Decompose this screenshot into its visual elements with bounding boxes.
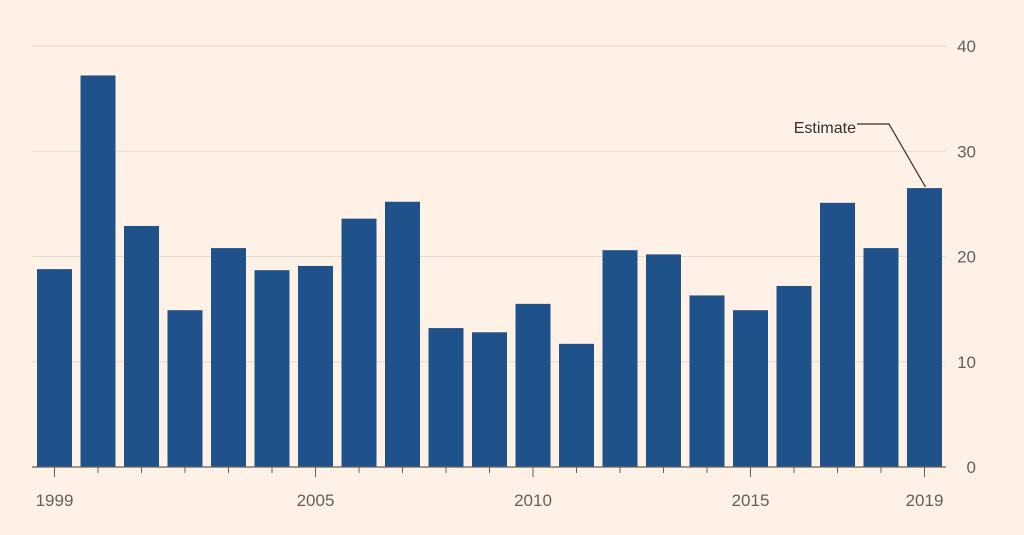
bar-2014 bbox=[689, 295, 725, 467]
bar-2019 bbox=[907, 188, 942, 467]
bar-2010 bbox=[515, 303, 551, 467]
estimate-label: Estimate bbox=[794, 120, 856, 137]
bar-2007 bbox=[385, 201, 420, 467]
x-tick-label: 2015 bbox=[732, 491, 770, 510]
y-tick-label: 30 bbox=[957, 142, 976, 161]
bar-2006 bbox=[341, 218, 377, 467]
bar-2009 bbox=[472, 332, 507, 467]
bar-2012 bbox=[602, 250, 638, 467]
y-axis: 0 10 20 30 40 bbox=[957, 37, 976, 477]
y-tick-label: 0 bbox=[967, 458, 976, 477]
bar-2013 bbox=[646, 254, 681, 467]
bar-2011 bbox=[559, 343, 594, 467]
y-tick-label: 10 bbox=[957, 353, 976, 372]
x-tick-label: 2019 bbox=[906, 491, 944, 510]
bar-2003 bbox=[211, 248, 246, 467]
x-axis: 1999 2005 2010 2015 2019 bbox=[32, 466, 946, 510]
x-tick-label: 2010 bbox=[514, 491, 552, 510]
bar-1999 bbox=[37, 269, 72, 467]
estimate-leader-line bbox=[857, 123, 927, 188]
bar-2005 bbox=[298, 265, 333, 467]
bar-2015 bbox=[733, 310, 768, 467]
bar-2017 bbox=[820, 202, 855, 467]
x-tick-label: 2005 bbox=[297, 491, 335, 510]
bars bbox=[37, 75, 942, 467]
y-tick-label: 40 bbox=[957, 37, 976, 56]
x-tick-label: 1999 bbox=[36, 491, 74, 510]
bar-2002 bbox=[167, 310, 203, 467]
bar-2016 bbox=[776, 285, 812, 467]
bar-2001 bbox=[124, 225, 159, 467]
annotation: Estimate bbox=[794, 120, 927, 188]
bar-2000 bbox=[80, 75, 116, 467]
bar-2008 bbox=[428, 328, 464, 467]
bar-2004 bbox=[254, 270, 290, 467]
y-tick-label: 20 bbox=[957, 248, 976, 267]
bar-2018 bbox=[863, 248, 899, 467]
